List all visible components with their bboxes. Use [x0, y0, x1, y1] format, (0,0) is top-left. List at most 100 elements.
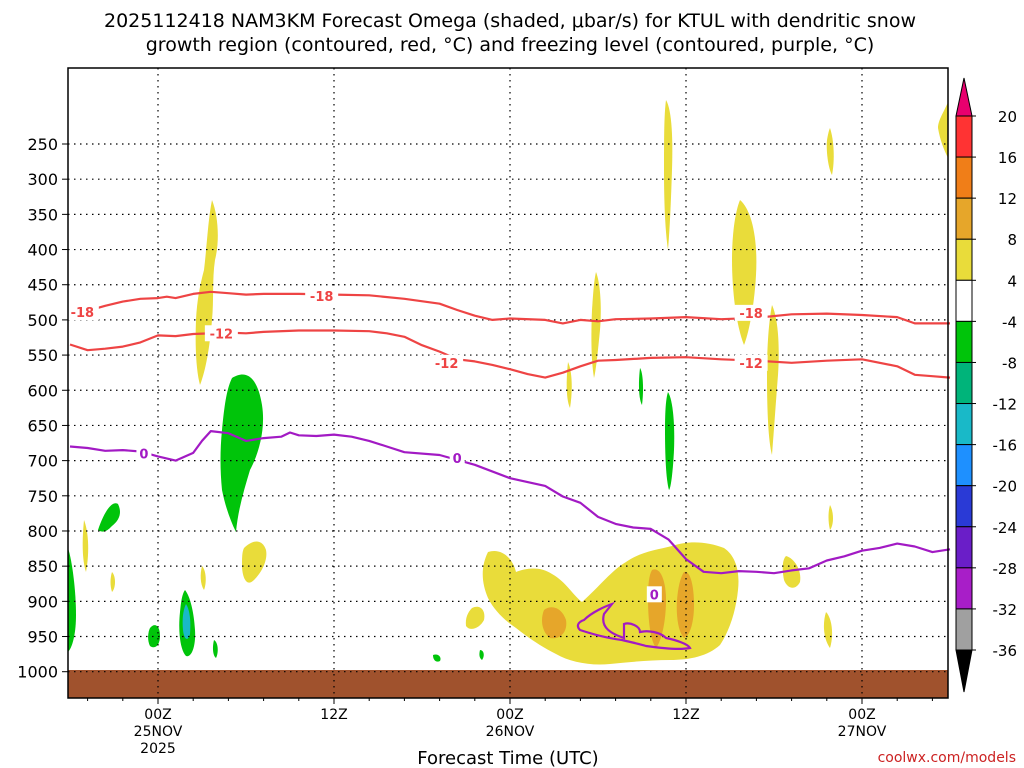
contour-label: -18	[71, 306, 95, 321]
y-tick-label: 550	[27, 346, 58, 365]
contour-label: 0	[650, 588, 659, 603]
colorbar-bin	[955, 444, 973, 487]
colorbar-bin	[955, 77, 973, 117]
colorbar-bin	[955, 649, 973, 693]
x-tick-label: 26NOV	[486, 724, 535, 740]
y-tick-label: 400	[27, 241, 58, 260]
contour-label-bg	[430, 354, 464, 371]
contour-lines	[69, 290, 951, 650]
contour-label: 0	[453, 452, 462, 467]
contour-label: -12	[210, 327, 234, 342]
x-tick-label: 12Z	[672, 707, 699, 723]
omega-region-yellow	[465, 606, 485, 629]
y-tick-label: 300	[27, 170, 58, 189]
y-tick-label: 800	[27, 522, 58, 541]
omega-region-yellow	[828, 505, 833, 530]
contour-label-bg	[305, 287, 339, 304]
terrain-below-ground	[68, 670, 948, 698]
colorbar: 20 16 12 8 4 -4 -8 -12 -16 -20 -24 -28 -32 -36	[955, 77, 1018, 693]
colorbar-bin	[955, 320, 973, 363]
y-tick-label: 250	[27, 135, 58, 154]
omega-region-green	[148, 625, 160, 648]
omega-region-green	[638, 368, 644, 405]
x-tick-label: 27NOV	[838, 724, 887, 740]
contour-line	[69, 430, 951, 575]
colorbar-bin	[955, 567, 973, 610]
contour-label-bg	[136, 445, 152, 462]
colorbar-label: 20	[998, 108, 1017, 126]
contour-label-bg	[449, 449, 465, 466]
contour-label: -18	[310, 290, 334, 305]
y-tick-label: 850	[27, 557, 58, 576]
omega-region-yellow	[242, 541, 267, 583]
omega-region-orange	[676, 571, 694, 638]
y-tick-label: 500	[27, 311, 58, 330]
grid	[68, 68, 948, 698]
y-tick-label: 450	[27, 276, 58, 295]
colorbar-label: 8	[1007, 231, 1017, 249]
colorbar-bin	[955, 526, 973, 569]
contour-line	[69, 290, 950, 325]
y-tick-label: 900	[27, 592, 58, 611]
omega-region-yellow	[110, 572, 115, 592]
contour-line	[69, 329, 951, 379]
contour-labels: -18 -18 -18 -12 -12 -12 0 0 0	[65, 287, 768, 603]
omega-region-orange	[542, 607, 567, 639]
omega-region-yellow	[200, 566, 206, 590]
contour-label: -12	[739, 357, 763, 372]
y-axis: 250 300 350 400 450 500 550 600 650 700 750 800 850 9…	[17, 135, 68, 682]
omega-region-yellow	[767, 305, 779, 455]
y-tick-label: 700	[27, 452, 58, 471]
omega-region-green	[665, 392, 675, 490]
omega-region-yellow	[938, 102, 948, 158]
x-tick-label: 2025	[140, 741, 176, 757]
y-tick-label: 950	[27, 628, 58, 647]
contour-label-bg	[734, 304, 768, 321]
plot-area: -18 -18 -18 -12 -12 -12 0 0 0	[65, 67, 951, 699]
chart-title-line2: growth region (contoured, red, °C) and f…	[146, 34, 875, 56]
x-tick-label: 00Z	[144, 707, 171, 723]
omega-region-yellow	[566, 362, 572, 408]
source-credit: coolwx.com/models	[878, 750, 1016, 766]
omega-region-yellow	[782, 556, 801, 588]
y-tick-label: 600	[27, 381, 58, 400]
colorbar-label: -28	[993, 560, 1018, 578]
contour-label: 0	[139, 448, 148, 463]
x-axis-title: Forecast Time (UTC)	[417, 748, 598, 768]
contour-label: -18	[739, 307, 763, 322]
chart-title-line1: 2025112418 NAM3KM Forecast Omega (shaded…	[104, 10, 916, 32]
omega-region-yellow	[664, 100, 673, 250]
x-tick-label: 00Z	[496, 707, 523, 723]
x-tick-label: 00Z	[848, 707, 875, 723]
colorbar-label: -36	[993, 642, 1018, 660]
omega-region-teal	[182, 604, 191, 639]
colorbar-label: -24	[993, 519, 1018, 537]
colorbar-label: 12	[998, 190, 1017, 208]
colorbar-label: -12	[993, 396, 1018, 414]
colorbar-label: -32	[993, 601, 1018, 619]
omega-region-green	[433, 654, 441, 662]
omega-region-green	[98, 503, 120, 532]
y-tick-label: 650	[27, 416, 58, 435]
omega-region-yellow	[591, 272, 601, 378]
colorbar-label: 16	[998, 149, 1017, 167]
omega-region-green	[479, 650, 484, 660]
colorbar-label: -4	[1002, 313, 1017, 331]
colorbar-label: -16	[993, 437, 1018, 455]
x-tick-label: 12Z	[320, 707, 347, 723]
omega-region-green	[212, 640, 218, 658]
y-tick-label: 750	[27, 487, 58, 506]
colorbar-bin	[955, 279, 973, 322]
contour-line	[576, 601, 692, 650]
colorbar-label: -8	[1002, 354, 1017, 372]
omega-region-yellow	[826, 128, 834, 175]
colorbar-bin	[955, 361, 973, 405]
colorbar-label: -20	[993, 478, 1018, 496]
colorbar-bin	[955, 608, 973, 651]
plot-frame	[67, 67, 949, 699]
x-tick-label: 25NOV	[134, 724, 183, 740]
colorbar-bin	[955, 485, 973, 528]
colorbar-bin	[955, 238, 973, 281]
